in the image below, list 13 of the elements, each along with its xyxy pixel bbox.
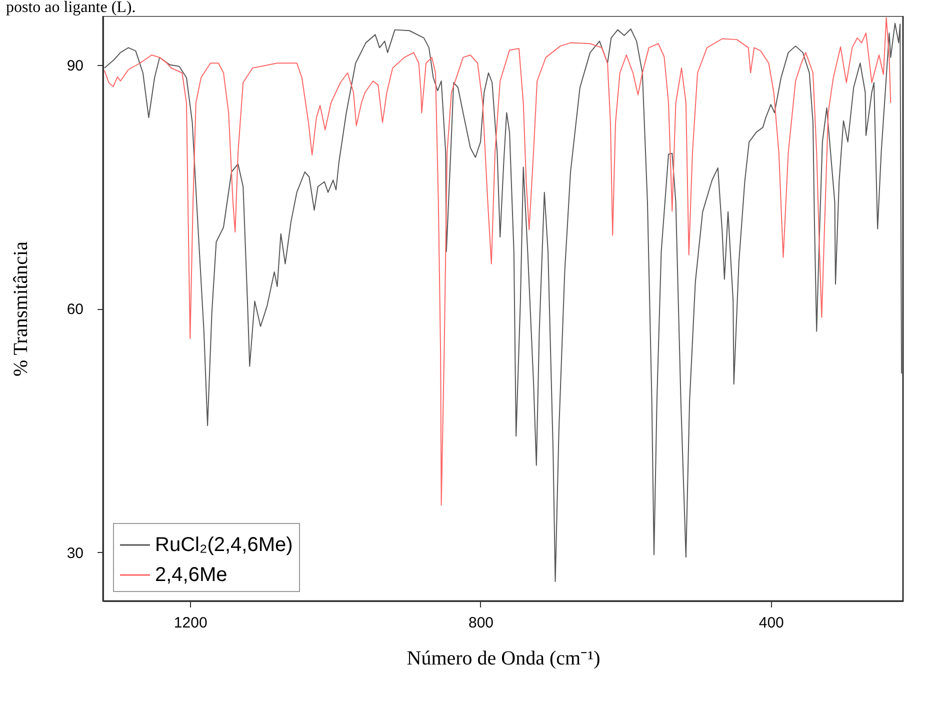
x-tick-label: 400 — [758, 614, 784, 632]
x-axis-title: Número de Onda (cm⁻¹) — [406, 648, 600, 670]
line-series — [104, 22, 902, 582]
x-tick-label: 1200 — [174, 614, 208, 632]
y-tick-label: 90 — [66, 57, 84, 74]
legend-label: 2,4,6Me — [155, 564, 228, 586]
y-axis-title: % Transmitância — [10, 241, 32, 376]
x-tick-label: 800 — [468, 614, 494, 632]
line-series — [104, 17, 892, 506]
y-tick-label: 30 — [66, 544, 84, 562]
text: posto ao ligante (L). — [5, 0, 137, 16]
y-tick-label: 60 — [66, 301, 84, 318]
legend-label: RuCl₂(2,4,6Me) — [155, 534, 293, 556]
